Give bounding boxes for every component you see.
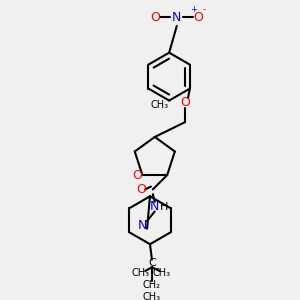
- Text: O: O: [180, 96, 190, 110]
- Text: N: N: [138, 219, 147, 232]
- Text: CH₃: CH₃: [131, 268, 149, 278]
- Text: O: O: [193, 11, 203, 24]
- Text: CH₃: CH₃: [152, 268, 171, 278]
- Text: CH₂: CH₂: [143, 280, 161, 290]
- Text: O: O: [150, 11, 160, 24]
- Text: +: +: [190, 5, 196, 14]
- Text: CH₃: CH₃: [143, 292, 161, 300]
- Text: -: -: [203, 5, 206, 14]
- Text: C: C: [148, 258, 156, 268]
- Text: CH₃: CH₃: [151, 100, 169, 110]
- Text: O: O: [136, 183, 146, 196]
- Text: N: N: [172, 11, 182, 24]
- Text: O: O: [133, 169, 142, 182]
- Text: N: N: [150, 200, 159, 213]
- Text: H: H: [160, 202, 169, 212]
